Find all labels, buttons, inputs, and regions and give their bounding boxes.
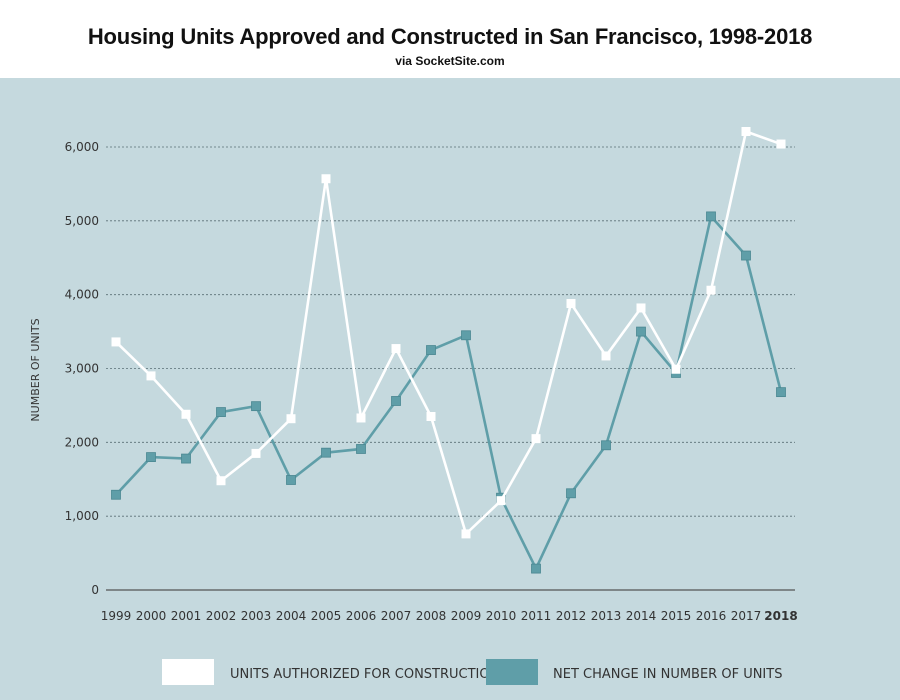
point-authorized (286, 414, 296, 424)
legend-label-authorized: UNITS AUTHORIZED FOR CONSTRUCTION (230, 667, 499, 682)
point-authorized (566, 299, 576, 309)
legend-swatch-net-change (486, 659, 538, 685)
x-tick-label: 2013 (591, 609, 622, 623)
point-authorized (776, 139, 786, 149)
y-tick-label: 0 (91, 583, 99, 597)
x-tick-label: 2011 (521, 609, 552, 623)
point-authorized (181, 409, 191, 419)
point-net-change (461, 330, 471, 341)
x-tick-label: 2017 (731, 609, 762, 623)
x-tick-label: 2001 (171, 609, 202, 623)
y-tick-label: 4,000 (65, 288, 99, 302)
point-net-change (146, 452, 156, 463)
x-tick-label: 2007 (381, 609, 412, 623)
point-net-change (741, 250, 751, 261)
point-net-change (601, 440, 611, 451)
x-tick-label: 2000 (136, 609, 167, 623)
x-tick-label: 2014 (626, 609, 657, 623)
x-tick-label: 2016 (696, 609, 727, 623)
series-authorized (111, 126, 786, 539)
x-tick-label: 2005 (311, 609, 342, 623)
point-authorized (671, 364, 681, 374)
point-authorized (146, 371, 156, 381)
series-lines (111, 126, 786, 574)
point-authorized (251, 448, 261, 458)
gridlines (106, 146, 795, 591)
point-net-change (286, 475, 296, 485)
x-tick-label: 2012 (556, 609, 587, 623)
point-net-change (251, 401, 261, 412)
point-net-change (216, 407, 226, 417)
point-authorized (601, 351, 611, 361)
point-authorized (496, 496, 506, 506)
point-net-change (706, 211, 716, 222)
x-tick-label: 2003 (241, 609, 272, 623)
y-axis-ticks: 0 1,000 2,000 3,000 4,000 5,000 6,000 (65, 140, 99, 597)
legend: UNITS AUTHORIZED FOR CONSTRUCTION NET CH… (162, 659, 782, 685)
point-authorized (111, 337, 121, 347)
point-net-change (391, 396, 401, 406)
point-authorized (321, 174, 331, 184)
y-tick-label: 2,000 (65, 435, 99, 449)
x-tick-label: 2002 (206, 609, 237, 623)
chart-title: Housing Units Approved and Constructed i… (87, 24, 813, 49)
x-axis-ticks: 1999 2000 2001 2002 2003 2004 2005 2006 2007 2008… (101, 609, 798, 623)
point-net-change (356, 444, 366, 454)
x-tick-label: 2006 (346, 609, 377, 623)
y-axis-label: NUMBER OF UNITS (29, 318, 42, 421)
x-tick-label: 2018 (764, 609, 797, 623)
point-authorized (531, 434, 541, 444)
x-tick-label: 2008 (416, 609, 447, 623)
point-net-change (566, 488, 576, 499)
point-net-change (181, 453, 191, 464)
legend-label-net-change: NET CHANGE IN NUMBER OF UNITS (553, 667, 782, 682)
chart-header: Housing Units Approved and Constructed i… (0, 0, 900, 78)
point-net-change (776, 387, 786, 398)
x-tick-label: 2010 (486, 609, 517, 623)
point-authorized (391, 344, 401, 354)
x-tick-label: 2015 (661, 609, 692, 623)
point-net-change (426, 345, 436, 355)
line-authorized (115, 129, 782, 537)
chart-subtitle: via SocketSite.com (395, 54, 505, 68)
point-net-change (531, 563, 541, 574)
y-tick-label: 3,000 (65, 362, 99, 376)
point-authorized (216, 476, 226, 486)
point-authorized (461, 529, 471, 539)
y-tick-label: 6,000 (65, 140, 99, 154)
y-tick-label: 1,000 (65, 509, 99, 523)
point-net-change (321, 447, 331, 458)
line-net-change (115, 213, 783, 572)
point-authorized (426, 411, 436, 421)
plot-background (0, 78, 900, 700)
y-tick-label: 5,000 (65, 214, 99, 228)
series-net-change (111, 211, 786, 574)
point-authorized (636, 303, 646, 313)
point-authorized (356, 413, 366, 423)
x-tick-label: 2009 (451, 609, 482, 623)
point-net-change (636, 326, 646, 337)
x-tick-label: 2004 (276, 609, 307, 623)
point-authorized (741, 126, 751, 136)
legend-swatch-authorized (162, 659, 214, 685)
point-net-change (111, 489, 121, 500)
point-authorized (706, 285, 716, 295)
x-tick-label: 1999 (101, 609, 132, 623)
